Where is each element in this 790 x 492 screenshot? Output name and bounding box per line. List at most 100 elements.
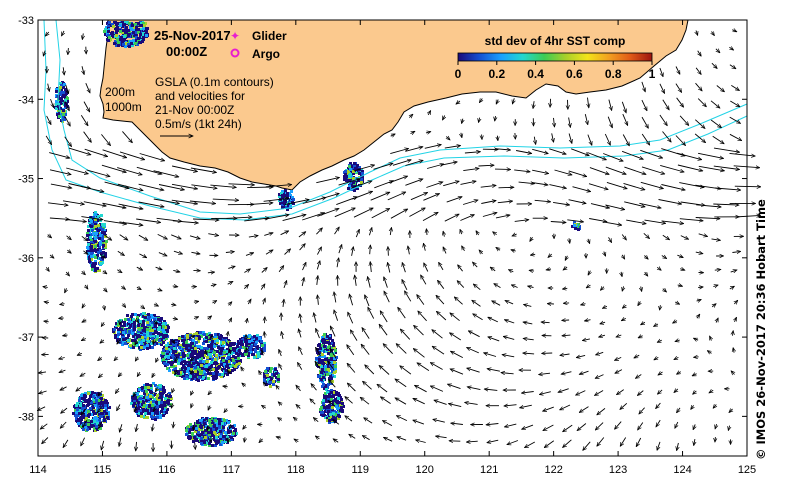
velocity-arrow xyxy=(432,346,445,355)
velocity-arrow xyxy=(660,305,661,310)
velocity-arrow xyxy=(590,203,610,208)
sst-pixel xyxy=(113,328,116,331)
sst-pixel xyxy=(242,338,245,341)
velocity-arrow xyxy=(511,250,516,251)
sst-pixel xyxy=(219,367,222,370)
velocity-arrow xyxy=(621,318,627,322)
sst-pixel xyxy=(208,442,211,445)
sst-pixel xyxy=(349,168,352,171)
sst-pixel xyxy=(213,362,216,365)
velocity-arrow xyxy=(398,307,406,319)
sst-pixel xyxy=(206,360,209,363)
velocity-arrow xyxy=(523,338,534,339)
sst-pixel xyxy=(215,424,218,427)
velocity-arrow xyxy=(208,391,211,395)
sst-pixel xyxy=(166,352,169,355)
velocity-arrow xyxy=(82,33,83,39)
velocity-arrow xyxy=(157,289,162,291)
sst-pixel xyxy=(182,355,185,358)
velocity-arrow xyxy=(374,181,393,189)
sst-pixel xyxy=(114,27,117,30)
sst-pixel xyxy=(196,345,199,348)
velocity-arrow xyxy=(363,381,372,390)
sst-pixel xyxy=(212,428,215,431)
velocity-arrow xyxy=(98,358,102,361)
sst-pixel xyxy=(214,444,217,447)
sst-pixel xyxy=(162,349,165,352)
sst-pixel xyxy=(164,326,167,329)
sst-pixel xyxy=(223,363,226,366)
sst-pixel xyxy=(151,324,154,327)
velocity-arrow xyxy=(563,267,567,270)
velocity-arrow xyxy=(116,404,121,411)
velocity-arrow xyxy=(696,204,721,207)
sst-pixel xyxy=(292,202,295,205)
velocity-arrow xyxy=(64,115,71,126)
sst-pixel xyxy=(323,345,326,348)
velocity-arrow xyxy=(115,388,119,393)
velocity-arrow xyxy=(400,366,412,375)
velocity-arrow xyxy=(65,288,67,293)
velocity-arrow xyxy=(229,424,230,429)
sst-pixel xyxy=(88,425,91,428)
sst-pixel xyxy=(198,370,201,373)
sst-pixel xyxy=(281,190,284,193)
velocity-arrow xyxy=(673,321,678,324)
velocity-arrow xyxy=(694,133,706,143)
sst-pixel xyxy=(255,341,258,344)
sst-pixel xyxy=(114,334,117,337)
velocity-arrow xyxy=(61,407,68,413)
sst-pixel xyxy=(90,233,93,236)
sst-pixel xyxy=(161,392,164,395)
velocity-arrow xyxy=(338,245,342,254)
sst-pixel xyxy=(331,409,334,412)
sst-pixel xyxy=(322,355,325,358)
sst-pixel xyxy=(267,378,270,381)
sst-pixel xyxy=(176,374,179,377)
sst-pixel xyxy=(249,335,252,338)
sst-pixel xyxy=(211,340,214,343)
sst-pixel xyxy=(321,368,324,371)
sst-pixel xyxy=(328,417,331,420)
velocity-arrow xyxy=(377,384,388,393)
velocity-arrow xyxy=(77,353,82,356)
sst-pixel xyxy=(238,349,241,352)
sst-pixel xyxy=(197,436,200,439)
sst-pixel xyxy=(60,97,63,100)
sst-pixel xyxy=(340,406,343,409)
sst-pixel xyxy=(138,338,141,341)
sst-pixel xyxy=(162,358,165,361)
velocity-arrow xyxy=(521,392,534,394)
sst-pixel xyxy=(179,344,182,347)
velocity-arrow xyxy=(622,286,623,291)
velocity-arrow xyxy=(284,281,287,289)
sst-pixel xyxy=(217,346,220,349)
velocity-arrow xyxy=(433,419,445,423)
sst-pixel xyxy=(183,370,186,373)
sst-pixel xyxy=(142,22,145,25)
sst-pixel xyxy=(107,414,110,417)
velocity-arrow xyxy=(260,284,265,290)
sst-pixel xyxy=(183,344,186,347)
sst-pixel xyxy=(213,424,216,427)
sst-pixel xyxy=(79,417,82,420)
velocity-arrow xyxy=(137,372,140,376)
sst-pixel xyxy=(256,339,259,342)
velocity-arrow xyxy=(528,286,534,287)
sst-pixel xyxy=(133,34,136,37)
glider-marker-icon: ✦ xyxy=(230,29,240,43)
argo-legend-label: Argo xyxy=(252,47,280,61)
sst-pixel xyxy=(149,387,152,390)
sst-pixel xyxy=(239,352,242,355)
velocity-arrow xyxy=(729,116,741,123)
sst-pixel xyxy=(201,431,204,434)
colorbar-tick-label: 0.2 xyxy=(488,67,505,81)
sst-pixel xyxy=(190,425,193,428)
sst-pixel xyxy=(137,334,140,337)
sst-pixel xyxy=(139,325,142,328)
sst-pixel xyxy=(331,406,334,409)
velocity-arrow xyxy=(263,382,266,386)
velocity-arrow xyxy=(351,181,372,189)
velocity-arrow xyxy=(62,200,84,205)
sst-pixel xyxy=(107,39,110,42)
